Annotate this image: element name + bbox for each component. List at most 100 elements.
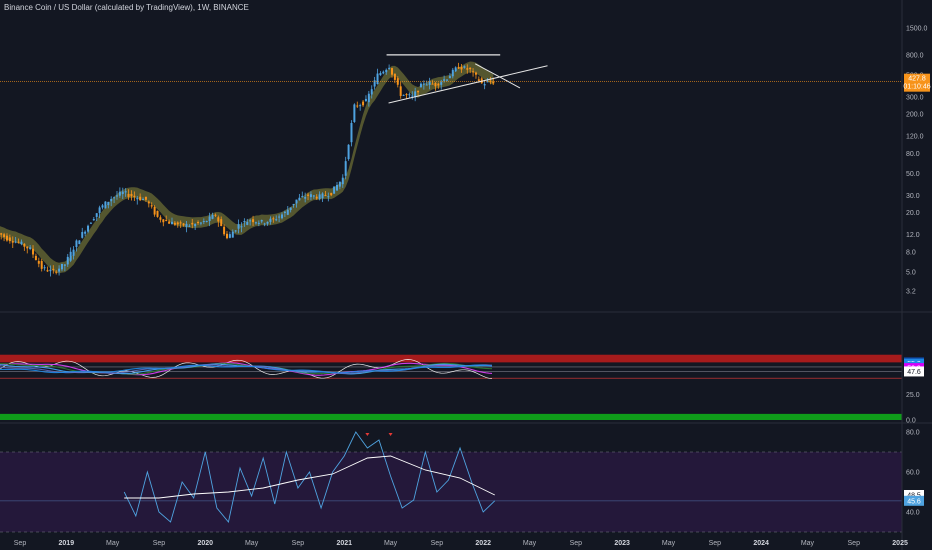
time-tick-label: Sep (153, 540, 166, 547)
price-candle (3, 232, 6, 242)
candle-body (333, 186, 336, 194)
price-candle (46, 266, 49, 273)
candle-body (110, 198, 113, 202)
candle-body (78, 240, 81, 245)
price-candle (49, 265, 52, 277)
price-candle (5, 233, 8, 242)
candle-body (434, 82, 437, 87)
candle-body (34, 255, 37, 261)
candle-body (269, 218, 272, 222)
oscillator-tick-label: 25.0 (906, 392, 920, 399)
chart-title: Binance Coin / US Dollar (calculated by … (4, 3, 249, 12)
candle-body (309, 194, 312, 198)
candle-body (385, 69, 388, 73)
price-candle (115, 191, 118, 200)
oscillator-badge-label: 47.6 (907, 369, 921, 376)
candle-body (55, 271, 58, 273)
price-candle (275, 215, 278, 222)
price-candle (388, 64, 391, 70)
candle-body (150, 205, 153, 207)
candle-body (492, 81, 495, 84)
price-candle (66, 253, 69, 267)
candle-body (312, 195, 315, 197)
price-candle (197, 220, 200, 225)
candle-body (448, 76, 451, 79)
price-candle (78, 240, 81, 245)
candle-body (315, 196, 318, 199)
candle-body (440, 82, 443, 85)
price-candle (422, 80, 425, 90)
price-candle (336, 181, 339, 192)
price-candle (179, 220, 182, 228)
time-tick-label: 2025 (892, 540, 908, 547)
candle-body (87, 225, 90, 232)
price-candle (298, 193, 301, 201)
candle-body (356, 105, 359, 107)
time-tick-label: Sep (431, 540, 444, 547)
candle-body (220, 219, 223, 227)
price-candle (431, 80, 434, 85)
price-candle (417, 90, 420, 96)
candle-body (324, 195, 327, 197)
rsi-tick-label: 40.0 (906, 510, 920, 517)
price-candle (153, 205, 156, 217)
price-candle (168, 219, 171, 224)
price-tick-label: 5.0 (906, 270, 916, 277)
trendline-descending (474, 63, 521, 89)
price-candle (228, 231, 231, 239)
price-candle (312, 194, 315, 199)
candle-body (469, 67, 472, 70)
price-candle (92, 216, 95, 221)
price-candle (0, 232, 3, 240)
price-candle (220, 216, 223, 227)
price-candle (280, 212, 283, 220)
candle-body (162, 219, 165, 223)
candle-body (350, 122, 353, 143)
price-candle (448, 73, 451, 79)
price-candle (26, 246, 29, 254)
price-candle (231, 229, 234, 238)
price-candle (402, 94, 405, 97)
price-candle (466, 64, 469, 74)
rsi-tick-label: 60.0 (906, 470, 920, 477)
price-candle (347, 144, 350, 161)
price-candle (63, 264, 66, 272)
candle-body (142, 198, 145, 200)
candle-body (84, 231, 87, 234)
price-candle (292, 203, 295, 208)
candle-body (205, 221, 208, 223)
candle-body (194, 223, 197, 227)
price-candle (211, 212, 214, 220)
candle-body (283, 211, 286, 214)
candle-body (32, 248, 35, 255)
candle-body (428, 81, 431, 85)
price-candle (341, 174, 344, 188)
rsi-pane: 80.060.040.048.545.6 (0, 430, 924, 533)
rsi-ma-line (124, 455, 495, 499)
candle-body (402, 94, 405, 96)
candle-body (454, 67, 457, 72)
price-candle (43, 265, 46, 271)
price-candle (20, 239, 23, 246)
candle-body (107, 201, 110, 206)
oscillator-badge (904, 366, 924, 377)
price-candle (353, 103, 356, 123)
price-candle (107, 201, 110, 209)
candle-body (69, 251, 72, 261)
price-tick-label: 50.0 (906, 171, 920, 178)
candle-body (304, 197, 307, 199)
price-candle (69, 247, 72, 263)
price-candle (307, 192, 310, 201)
time-tick-label: Sep (709, 540, 722, 547)
candle-body (11, 241, 14, 243)
price-candle (359, 103, 362, 111)
candle-body (104, 201, 107, 209)
price-candle (408, 92, 411, 98)
rsi-tick-label: 80.0 (906, 430, 920, 437)
candle-body (246, 221, 249, 225)
candle-body (182, 223, 185, 226)
price-candle (451, 68, 454, 79)
price-candle (8, 234, 11, 244)
price-candle (124, 188, 127, 197)
